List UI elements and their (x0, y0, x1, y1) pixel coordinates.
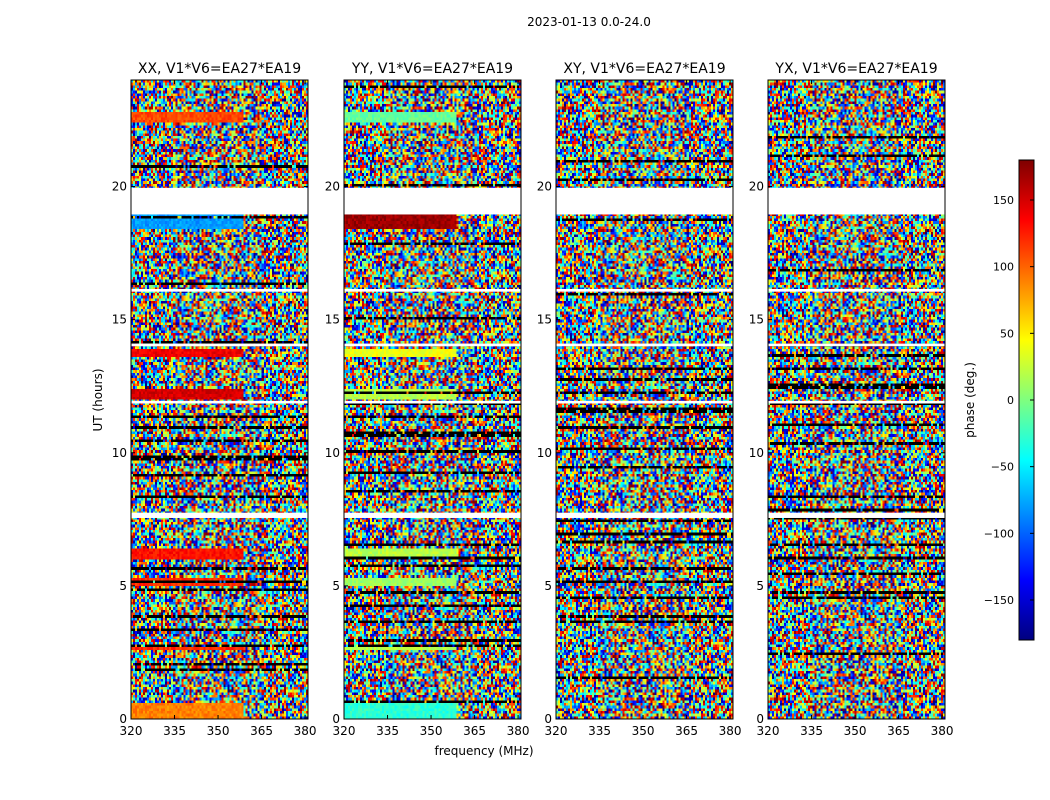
panel-title: XX, V1*V6=EA27*EA19 (138, 61, 301, 77)
flagged-row (344, 512, 521, 518)
x-tick-label: 365 (250, 724, 273, 738)
x-tick-label: 335 (376, 724, 399, 738)
y-tick-label: 5 (119, 579, 127, 593)
flagged-row (131, 512, 308, 518)
y-tick-label: 5 (756, 579, 764, 593)
x-tick-label: 365 (463, 724, 486, 738)
y-tick-label: 10 (749, 446, 764, 460)
flagged-row (768, 512, 945, 518)
heatmap-image (344, 80, 521, 719)
panel-0: XX, V1*V6=EA27*EA19 320 335 350 365 380 0 5 10 15… (112, 61, 317, 738)
y-tick-label: 0 (119, 712, 127, 726)
panel-3: YX, V1*V6=EA27*EA19 320 335 350 365 380 0 5 10 15… (749, 61, 954, 738)
y-tick-label: 20 (112, 180, 127, 194)
panel-frame (767, 79, 946, 720)
flagged-row (556, 343, 733, 347)
heatmap-image (131, 80, 308, 719)
flagged-row (131, 343, 308, 347)
panel-title: YY, V1*V6=EA27*EA19 (351, 61, 513, 77)
x-tick-label: 380 (507, 724, 530, 738)
flagged-row (768, 343, 945, 347)
x-axis-label: frequency (MHz) (434, 744, 533, 758)
panel-title: XY, V1*V6=EA27*EA19 (563, 61, 725, 77)
flagged-row (131, 400, 308, 404)
flagged-row (556, 400, 733, 404)
flagged-row (556, 512, 733, 518)
colorbar-tick-label: 50 (1000, 327, 1014, 340)
x-tick-label: 320 (545, 724, 568, 738)
x-tick-label: 365 (675, 724, 698, 738)
panel-2: XY, V1*V6=EA27*EA19 320 335 350 365 380 0 5 10 15… (537, 61, 742, 738)
x-tick-label: 380 (719, 724, 742, 738)
y-tick-label: 5 (544, 579, 552, 593)
y-tick-label: 10 (325, 446, 340, 460)
flagged-row (768, 187, 945, 215)
flagged-row (768, 289, 945, 292)
colorbar-tick-label: 100 (993, 261, 1014, 274)
figure-suptitle: 2023-01-13 0.0-24.0 (527, 15, 651, 29)
y-tick-label: 0 (756, 712, 764, 726)
y-tick-label: 15 (537, 313, 552, 327)
y-tick-label: 20 (537, 180, 552, 194)
y-tick-label: 10 (112, 446, 127, 460)
flagged-row (556, 187, 733, 215)
y-tick-label: 15 (325, 313, 340, 327)
panel-frame (555, 79, 734, 720)
heatmap-image (556, 80, 733, 719)
panels-group: XX, V1*V6=EA27*EA19 320 335 350 365 380 0 5 10 15… (112, 61, 954, 738)
y-tick-label: 10 (537, 446, 552, 460)
x-tick-label: 365 (887, 724, 910, 738)
flagged-row (768, 400, 945, 404)
x-tick-label: 335 (588, 724, 611, 738)
colorbar-tick-label: −50 (991, 461, 1014, 474)
y-tick-label: 15 (749, 313, 764, 327)
x-tick-label: 320 (757, 724, 780, 738)
x-tick-label: 350 (420, 724, 443, 738)
x-tick-label: 320 (120, 724, 143, 738)
panel-title: YX, V1*V6=EA27*EA19 (774, 61, 937, 77)
x-tick-label: 335 (163, 724, 186, 738)
x-tick-label: 350 (844, 724, 867, 738)
flagged-row (344, 187, 521, 215)
flagged-row (556, 289, 733, 292)
flagged-row (344, 400, 521, 404)
y-tick-label: 5 (332, 579, 340, 593)
y-tick-label: 20 (749, 180, 764, 194)
x-tick-label: 320 (333, 724, 356, 738)
x-tick-label: 335 (800, 724, 823, 738)
x-tick-label: 380 (931, 724, 954, 738)
x-tick-label: 380 (294, 724, 317, 738)
y-axis-label: UT (hours) (91, 368, 105, 431)
x-tick-label: 350 (207, 724, 230, 738)
y-tick-label: 20 (325, 180, 340, 194)
y-tick-label: 0 (544, 712, 552, 726)
panel-frame (130, 79, 309, 720)
colorbar-tick-label: 150 (993, 194, 1014, 207)
colorbar-tick-label: 0 (1007, 394, 1014, 407)
heatmap-image (768, 80, 945, 719)
flagged-row (131, 187, 308, 215)
y-tick-label: 15 (112, 313, 127, 327)
colorbar: phase (deg.) −150 −100 −50 0 50 100 150 (963, 159, 1035, 641)
x-tick-label: 350 (632, 724, 655, 738)
panel-frame (343, 79, 522, 720)
flagged-row (344, 289, 521, 292)
flagged-row (344, 343, 521, 347)
flagged-row (131, 289, 308, 292)
panel-1: YY, V1*V6=EA27*EA19 320 335 350 365 380 0 5 10 15… (325, 61, 530, 738)
colorbar-tick-label: −150 (984, 594, 1014, 607)
colorbar-tick-label: −100 (984, 527, 1014, 540)
colorbar-label: phase (deg.) (963, 362, 977, 438)
y-tick-label: 0 (332, 712, 340, 726)
